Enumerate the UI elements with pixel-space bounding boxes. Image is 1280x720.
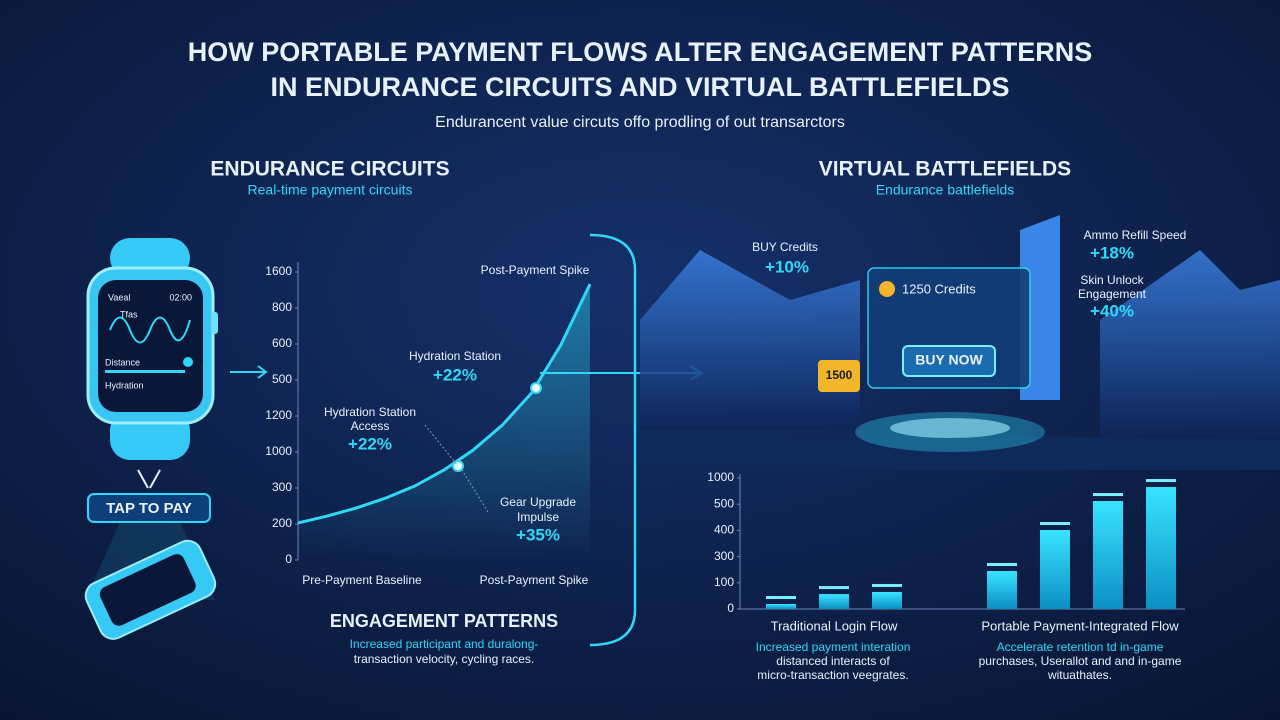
line-chart: 0 200 300 1000 1200 500 600 800 1600 Pre-Payment … <box>265 262 592 587</box>
annotation-value: +22% <box>433 365 477 384</box>
annotation: Gear Upgrade <box>500 495 576 509</box>
bar <box>1093 501 1123 609</box>
buy-button-label[interactable]: BUY NOW <box>915 352 983 368</box>
annotation: Access <box>351 419 390 433</box>
bar-cap <box>987 563 1017 567</box>
subtitle: Endurancent value circuts offo prodling … <box>435 114 845 131</box>
caption: Increased participant and duralong- <box>350 637 539 651</box>
callout-label: Skin Unlock <box>1080 273 1144 287</box>
caption: distanced interacts of <box>776 654 890 668</box>
section-heading: ENDURANCE CIRCUITS <box>210 158 449 181</box>
callout-label: Engagement <box>1078 287 1147 301</box>
watch-label: Distance <box>105 357 140 367</box>
tap-button[interactable] <box>87 493 211 523</box>
watch-time: 02:00 <box>169 292 192 302</box>
y-tick-label: 1000 <box>265 444 292 458</box>
annotation: Post-Payment Spike <box>481 263 590 277</box>
y-tick-label: 600 <box>272 336 292 350</box>
y-tick-label: 400 <box>714 523 734 537</box>
callout-label: Ammo Refill Speed <box>1084 228 1187 242</box>
bar-chart: 0 100 300 400 500 1000 Traditional Login Flow P… <box>707 470 1185 633</box>
arrow <box>230 365 268 379</box>
section-title: ENGAGEMENT PATTERNS <box>330 611 558 631</box>
title-line: IN ENDURANCE CIRCUITS AND VIRTUAL BATTLE… <box>271 72 1010 102</box>
x-tick-label: Post-Payment Spike <box>480 573 589 587</box>
annotation: Impulse <box>517 510 559 524</box>
caption: transaction velocity, cycling races. <box>354 652 535 666</box>
bar-cap <box>1093 493 1123 497</box>
y-tick-label: 100 <box>714 575 734 589</box>
bar-cap <box>819 586 849 590</box>
y-tick-label: 500 <box>714 496 734 510</box>
section-subheading: Endurance battlefields <box>876 182 1015 198</box>
callout-label: BUY Credits <box>752 240 818 254</box>
callout-value: +18% <box>1090 243 1134 262</box>
annotation: Hydration Station <box>409 349 501 363</box>
y-tick-label: 300 <box>272 480 292 494</box>
highlight-dot <box>530 382 542 394</box>
caption: Accelerate retention td in-game <box>997 640 1164 654</box>
bar <box>1040 530 1070 609</box>
section-heading: VIRTUAL BATTLEFIELDS <box>819 158 1071 181</box>
annotation-value: +35% <box>516 525 560 544</box>
watch-label: Tfas <box>120 309 138 319</box>
y-tick-label: 0 <box>727 601 734 615</box>
y-tick-label: 800 <box>272 300 292 314</box>
bar <box>766 604 796 609</box>
credit-balance: 1250 Credits <box>902 281 976 296</box>
caption: purchases, Userallot and and in-game <box>979 654 1182 668</box>
bar-cap <box>872 583 902 587</box>
bar <box>819 594 849 609</box>
y-tick-label: 1200 <box>265 408 292 422</box>
title-line: HOW PORTABLE PAYMENT FLOWS ALTER ENGAGEM… <box>188 37 1093 67</box>
y-tick-label: 300 <box>714 549 734 563</box>
y-tick-label: 1000 <box>707 470 734 484</box>
group-label: Traditional Login Flow <box>771 618 898 633</box>
annotation-value: +22% <box>348 434 392 453</box>
payment-terminal <box>84 539 217 640</box>
group-label: Portable Payment-Integrated Flow <box>981 618 1179 633</box>
bar-cap <box>1040 522 1070 526</box>
bar-cap <box>1146 479 1176 483</box>
line-area <box>298 284 590 560</box>
tap-button-label: TAP TO PAY <box>106 500 192 517</box>
bar-cap <box>766 596 796 600</box>
caption: Increased payment interation <box>756 640 911 654</box>
y-tick-label: 200 <box>272 516 292 530</box>
smartwatch <box>86 238 218 460</box>
tap-indicator <box>137 469 161 489</box>
y-tick-label: 0 <box>285 552 292 566</box>
line <box>297 283 592 525</box>
battlefield-scene <box>640 215 1280 470</box>
y-tick-label: 500 <box>272 372 292 386</box>
bar <box>987 571 1017 609</box>
bar <box>1146 487 1176 609</box>
callout-value: +10% <box>765 257 809 276</box>
x-tick-label: Pre-Payment Baseline <box>302 573 422 587</box>
coin-tag: 1500 <box>826 368 853 382</box>
bracket <box>589 233 637 647</box>
caption: wituathates. <box>1047 668 1112 682</box>
watch-label: Vaeal <box>108 292 130 302</box>
section-subheading: Real-time payment circuits <box>248 182 413 198</box>
y-tick-label: 1600 <box>265 264 292 278</box>
leader-line <box>424 424 489 513</box>
bar <box>872 591 902 609</box>
caption: micro-transaction veegrates. <box>757 668 908 682</box>
callout-value: +40% <box>1090 301 1134 320</box>
annotation: Hydration Station <box>324 405 416 419</box>
watch-label: Hydration <box>105 380 144 390</box>
